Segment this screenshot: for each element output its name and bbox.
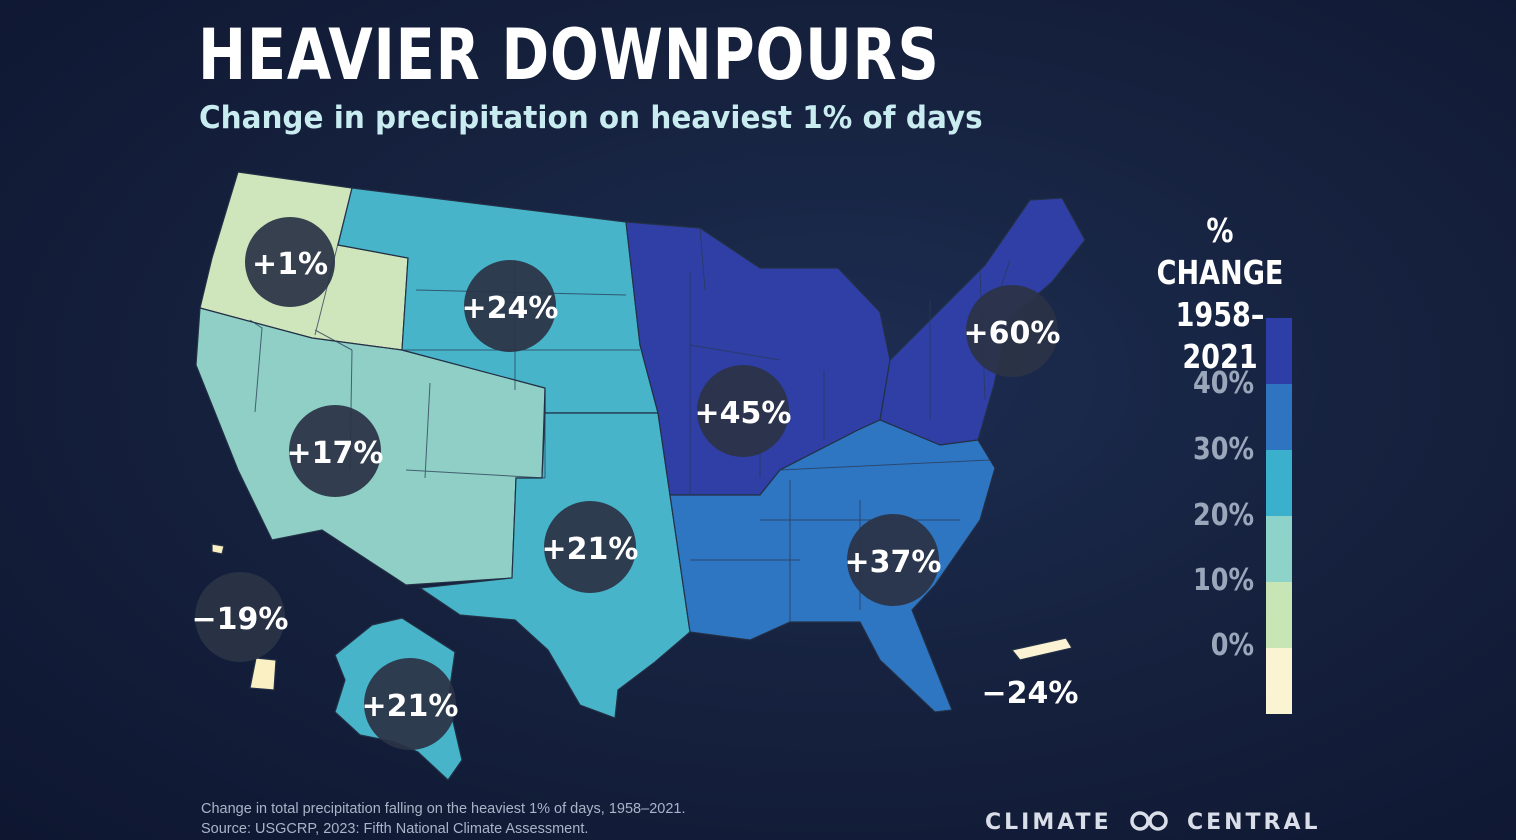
- map-subtitle: Change in precipitation on heaviest 1% o…: [199, 100, 983, 136]
- legend-segment: [1266, 582, 1292, 648]
- legend-segment: [1266, 450, 1292, 516]
- footnote-line1: Change in total precipitation falling on…: [201, 801, 686, 817]
- label-southern-great-plains: +21%: [542, 532, 639, 567]
- climate-central-logo: CLIMATE CENTRAL: [985, 810, 1318, 836]
- region-puerto-rico: [1010, 637, 1073, 661]
- legend-tick-label: 20%: [1192, 498, 1254, 533]
- label-northwest: +1%: [252, 247, 328, 282]
- bubble-northeast: +60%: [964, 285, 1061, 377]
- legend-tick-label: 30%: [1192, 432, 1254, 467]
- footnote-line2: Source: USGCRP, 2023: Fifth National Cli…: [201, 821, 589, 837]
- bubble-southwest: +17%: [287, 405, 384, 497]
- bubble-southern-great-plains: +21%: [542, 501, 639, 593]
- label-puerto-rico: −24%: [982, 676, 1079, 711]
- bubble-alaska: +21%: [362, 658, 459, 750]
- region-hawaii: [249, 657, 277, 691]
- brand-left-text: CLIMATE: [985, 810, 1112, 835]
- label-midwest: +45%: [695, 396, 792, 431]
- legend-tick-label: 10%: [1192, 563, 1254, 598]
- infinity-loop-icon: [1130, 811, 1169, 831]
- legend-title-line1: % CHANGE: [1156, 211, 1284, 292]
- legend-tick-label: 40%: [1192, 366, 1254, 401]
- label-northeast: +60%: [964, 316, 1061, 351]
- region-hawaii-islet: [211, 543, 225, 555]
- legend-segment: [1266, 318, 1292, 384]
- legend-tick-label: 0%: [1210, 628, 1254, 663]
- map-title: HEAVIER DOWNPOURS: [198, 14, 940, 96]
- label-southeast: +37%: [845, 545, 942, 580]
- bubble-northern-great-plains: +24%: [462, 260, 559, 352]
- brand-right-text: CENTRAL: [1186, 810, 1321, 835]
- label-northern-great-plains: +24%: [462, 291, 559, 326]
- legend-segment: [1266, 384, 1292, 450]
- label-southwest: +17%: [287, 436, 384, 471]
- bubble-northwest: +1%: [245, 217, 335, 307]
- bubble-hawaii: −19%: [192, 572, 289, 662]
- bubble-midwest: +45%: [695, 365, 792, 457]
- label-hawaii: −19%: [192, 602, 289, 637]
- legend-color-bar: [1266, 318, 1292, 714]
- legend-title-line2: 1958–2021: [1175, 295, 1265, 376]
- legend-segment: [1266, 648, 1292, 714]
- legend-segment: [1266, 516, 1292, 582]
- source-footnote: Change in total precipitation falling on…: [201, 799, 685, 839]
- label-alaska: +21%: [362, 689, 459, 724]
- bubble-southeast: +37%: [845, 514, 942, 606]
- legend-title: % CHANGE 1958–2021: [1154, 210, 1285, 378]
